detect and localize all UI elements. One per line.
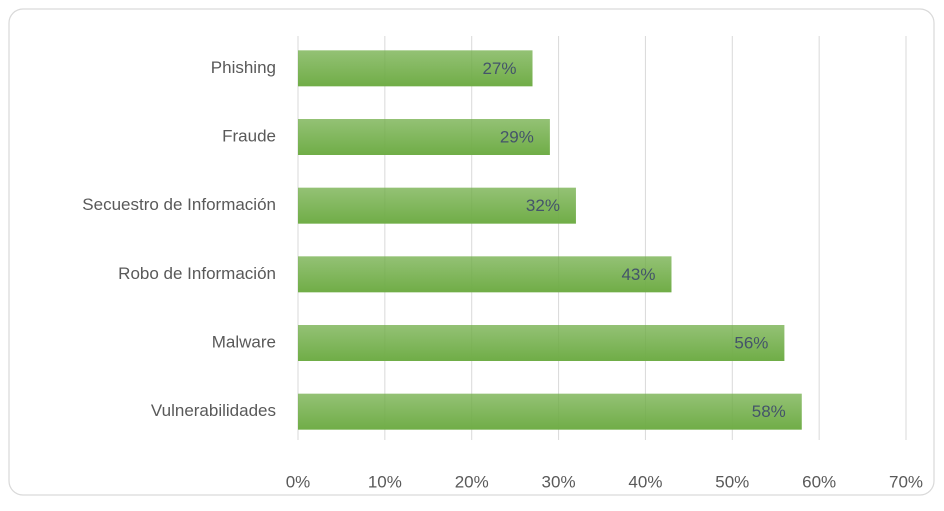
x-tick-label: 40% [628,472,662,491]
bar [298,119,550,155]
bar [298,50,533,87]
x-tick-label: 20% [455,472,489,491]
bar [298,393,802,430]
y-tick-label: Fraude [222,126,276,145]
data-label: 58% [752,402,786,421]
x-tick-label: 30% [542,472,576,491]
y-tick-label: Secuestro de Información [82,195,276,214]
bar [298,325,785,361]
data-label: 32% [526,196,560,215]
bar [298,256,672,293]
x-tick-label: 70% [889,472,923,491]
x-tick-label: 0% [286,472,311,491]
bar [298,187,576,224]
y-tick-label: Malware [212,332,276,351]
x-tick-label: 60% [802,472,836,491]
data-label: 27% [482,59,516,78]
data-label: 56% [734,333,768,352]
x-tick-label: 50% [715,472,749,491]
x-tick-label: 10% [368,472,402,491]
y-tick-label: Phishing [211,58,276,77]
y-tick-label: Vulnerabilidades [151,401,276,420]
data-label: 29% [500,127,534,146]
y-tick-label: Robo de Información [118,264,276,283]
data-label: 43% [621,265,655,284]
